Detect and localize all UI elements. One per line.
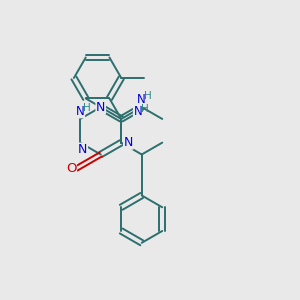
Text: N: N: [137, 93, 146, 106]
Text: N: N: [96, 100, 105, 114]
Text: N: N: [124, 136, 133, 149]
Text: N: N: [76, 105, 85, 118]
Text: N: N: [134, 105, 142, 119]
Text: H: H: [83, 103, 91, 113]
Text: H: H: [141, 104, 149, 114]
Text: H: H: [144, 91, 152, 101]
Text: O: O: [66, 162, 76, 175]
Text: N: N: [78, 143, 87, 156]
